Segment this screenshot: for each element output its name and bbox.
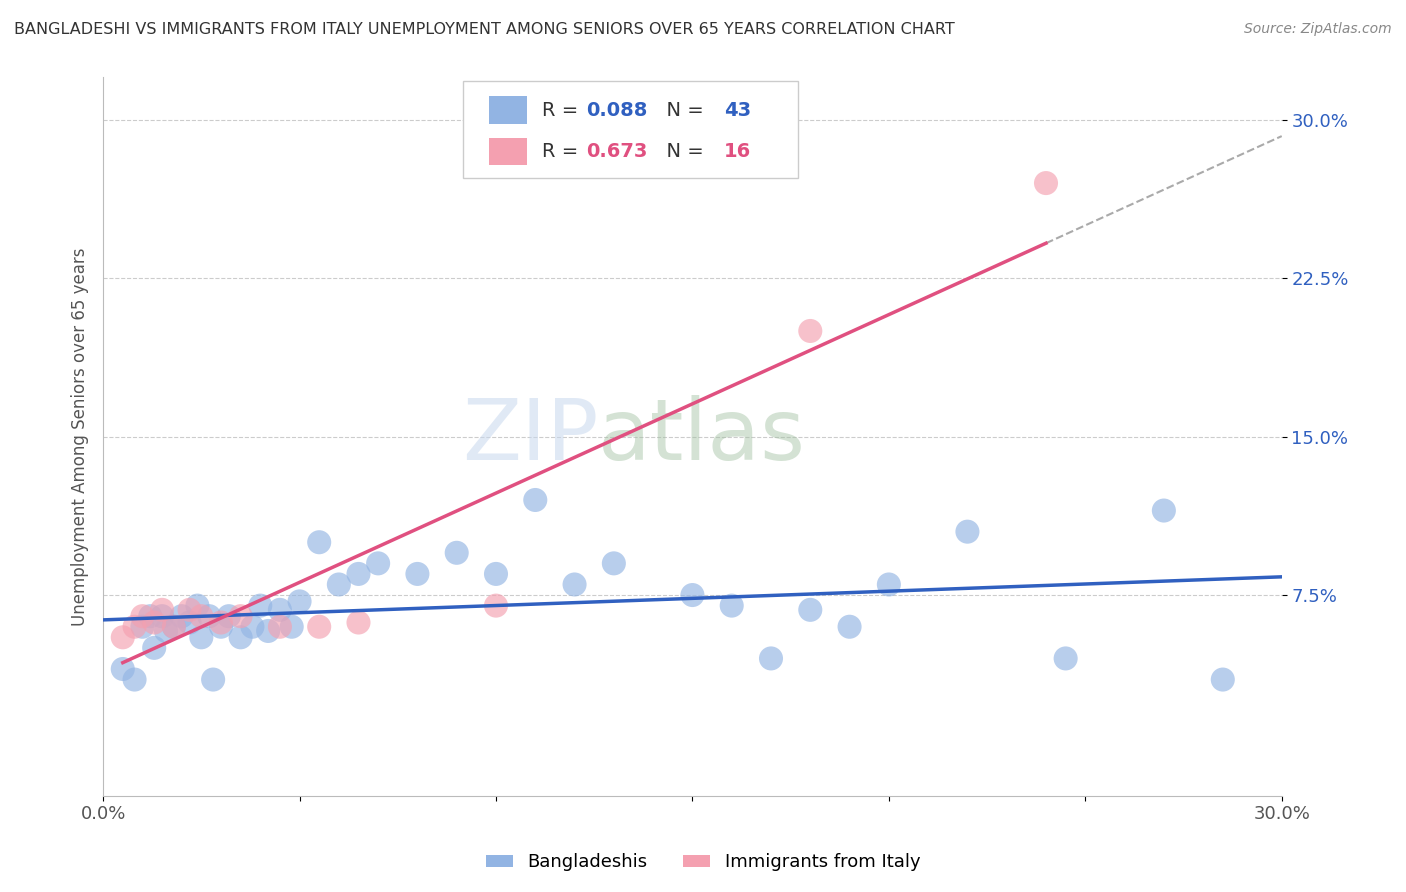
- Point: [347, 566, 370, 581]
- Text: BANGLADESHI VS IMMIGRANTS FROM ITALY UNEMPLOYMENT AMONG SENIORS OVER 65 YEARS CO: BANGLADESHI VS IMMIGRANTS FROM ITALY UNE…: [14, 22, 955, 37]
- Text: R =: R =: [541, 101, 583, 120]
- Text: N =: N =: [654, 142, 710, 161]
- Point: [328, 577, 350, 591]
- Point: [446, 546, 468, 560]
- Point: [242, 620, 264, 634]
- Point: [269, 603, 291, 617]
- Point: [143, 615, 166, 630]
- Point: [179, 615, 201, 630]
- Text: Source: ZipAtlas.com: Source: ZipAtlas.com: [1244, 22, 1392, 37]
- Text: 16: 16: [724, 142, 751, 161]
- Point: [269, 620, 291, 634]
- FancyBboxPatch shape: [488, 96, 527, 124]
- Point: [956, 524, 979, 539]
- Point: [124, 620, 146, 634]
- Point: [1035, 176, 1057, 190]
- Text: N =: N =: [654, 101, 710, 120]
- Point: [838, 620, 860, 634]
- Point: [1153, 503, 1175, 517]
- Point: [406, 566, 429, 581]
- Legend: Bangladeshis, Immigrants from Italy: Bangladeshis, Immigrants from Italy: [478, 847, 928, 879]
- Point: [681, 588, 703, 602]
- Point: [190, 630, 212, 644]
- Point: [209, 620, 232, 634]
- Point: [163, 620, 186, 634]
- Point: [257, 624, 280, 638]
- Text: 0.088: 0.088: [586, 101, 648, 120]
- Point: [209, 615, 232, 630]
- FancyBboxPatch shape: [463, 81, 799, 178]
- Point: [1054, 651, 1077, 665]
- Point: [280, 620, 302, 634]
- Point: [163, 620, 186, 634]
- Text: atlas: atlas: [598, 395, 806, 478]
- Point: [190, 609, 212, 624]
- Point: [143, 640, 166, 655]
- Point: [150, 603, 173, 617]
- Point: [799, 603, 821, 617]
- Point: [139, 609, 162, 624]
- Point: [1212, 673, 1234, 687]
- Text: 43: 43: [724, 101, 751, 120]
- Point: [249, 599, 271, 613]
- Point: [485, 599, 508, 613]
- Text: R =: R =: [541, 142, 583, 161]
- FancyBboxPatch shape: [488, 137, 527, 165]
- Point: [308, 620, 330, 634]
- Point: [111, 662, 134, 676]
- Point: [229, 630, 252, 644]
- Text: 0.673: 0.673: [586, 142, 648, 161]
- Point: [799, 324, 821, 338]
- Point: [179, 603, 201, 617]
- Point: [288, 594, 311, 608]
- Point: [186, 599, 208, 613]
- Point: [603, 557, 626, 571]
- Point: [759, 651, 782, 665]
- Point: [111, 630, 134, 644]
- Point: [308, 535, 330, 549]
- Point: [131, 620, 153, 634]
- Point: [367, 557, 389, 571]
- Point: [124, 673, 146, 687]
- Point: [720, 599, 742, 613]
- Point: [485, 566, 508, 581]
- Point: [198, 609, 221, 624]
- Point: [564, 577, 586, 591]
- Point: [131, 609, 153, 624]
- Point: [202, 673, 225, 687]
- Point: [170, 609, 193, 624]
- Point: [218, 609, 240, 624]
- Point: [155, 624, 177, 638]
- Point: [877, 577, 900, 591]
- Text: ZIP: ZIP: [461, 395, 598, 478]
- Point: [347, 615, 370, 630]
- Point: [150, 609, 173, 624]
- Y-axis label: Unemployment Among Seniors over 65 years: Unemployment Among Seniors over 65 years: [72, 247, 89, 626]
- Point: [524, 493, 547, 508]
- Point: [229, 609, 252, 624]
